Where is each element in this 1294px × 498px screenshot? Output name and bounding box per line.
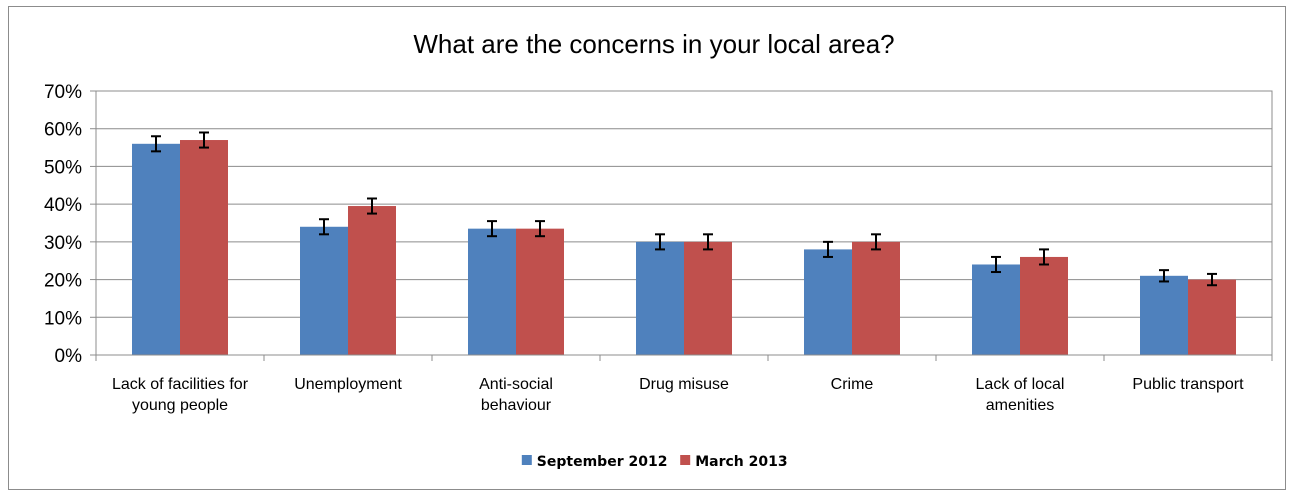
y-tick-label: 40% — [44, 195, 82, 216]
bar — [852, 241, 900, 355]
x-axis: Lack of facilities for young people Unempl… — [95, 354, 1273, 414]
y-tick-label: 30% — [44, 233, 82, 254]
bar — [804, 249, 852, 355]
y-tick-label: 0% — [55, 346, 83, 367]
y-tick-label: 20% — [44, 271, 82, 292]
legend-swatch — [680, 455, 691, 465]
bar — [132, 143, 180, 355]
y-axis: 0% 10% 20% 30% 40% 50% 60% 70% — [44, 82, 97, 367]
legend-label: March 2013 — [695, 454, 787, 470]
bar — [1020, 256, 1068, 355]
legend: September 2012 March 2013 — [521, 454, 788, 470]
bar — [180, 140, 228, 355]
bar — [1140, 275, 1188, 355]
y-tick-label: 50% — [44, 157, 82, 178]
bar — [684, 241, 732, 355]
x-tick-label: Lack of local amenities — [976, 376, 1065, 414]
bar — [468, 228, 516, 355]
bar — [348, 206, 396, 355]
bar — [1188, 279, 1236, 355]
x-tick-label: Public transport — [1132, 376, 1244, 393]
error-bars — [151, 131, 1217, 287]
y-tick-label: 10% — [44, 308, 82, 329]
x-tick-label: Lack of facilities for young people — [112, 376, 249, 414]
y-tick-label: 60% — [44, 120, 82, 141]
bar — [636, 241, 684, 355]
bar — [972, 264, 1020, 355]
chart-title: What are the concerns in your local area… — [413, 29, 894, 59]
y-tick-label: 70% — [44, 82, 82, 103]
legend-swatch — [521, 455, 532, 465]
bars — [132, 140, 1236, 355]
x-tick-label: Drug misuse — [639, 376, 729, 393]
legend-label: September 2012 — [537, 454, 668, 470]
x-tick-label: Unemployment — [294, 376, 402, 393]
x-tick-label: Anti-social behaviour — [479, 376, 553, 414]
x-tick-label: Crime — [831, 376, 874, 393]
bar — [300, 226, 348, 355]
bar — [516, 228, 564, 355]
